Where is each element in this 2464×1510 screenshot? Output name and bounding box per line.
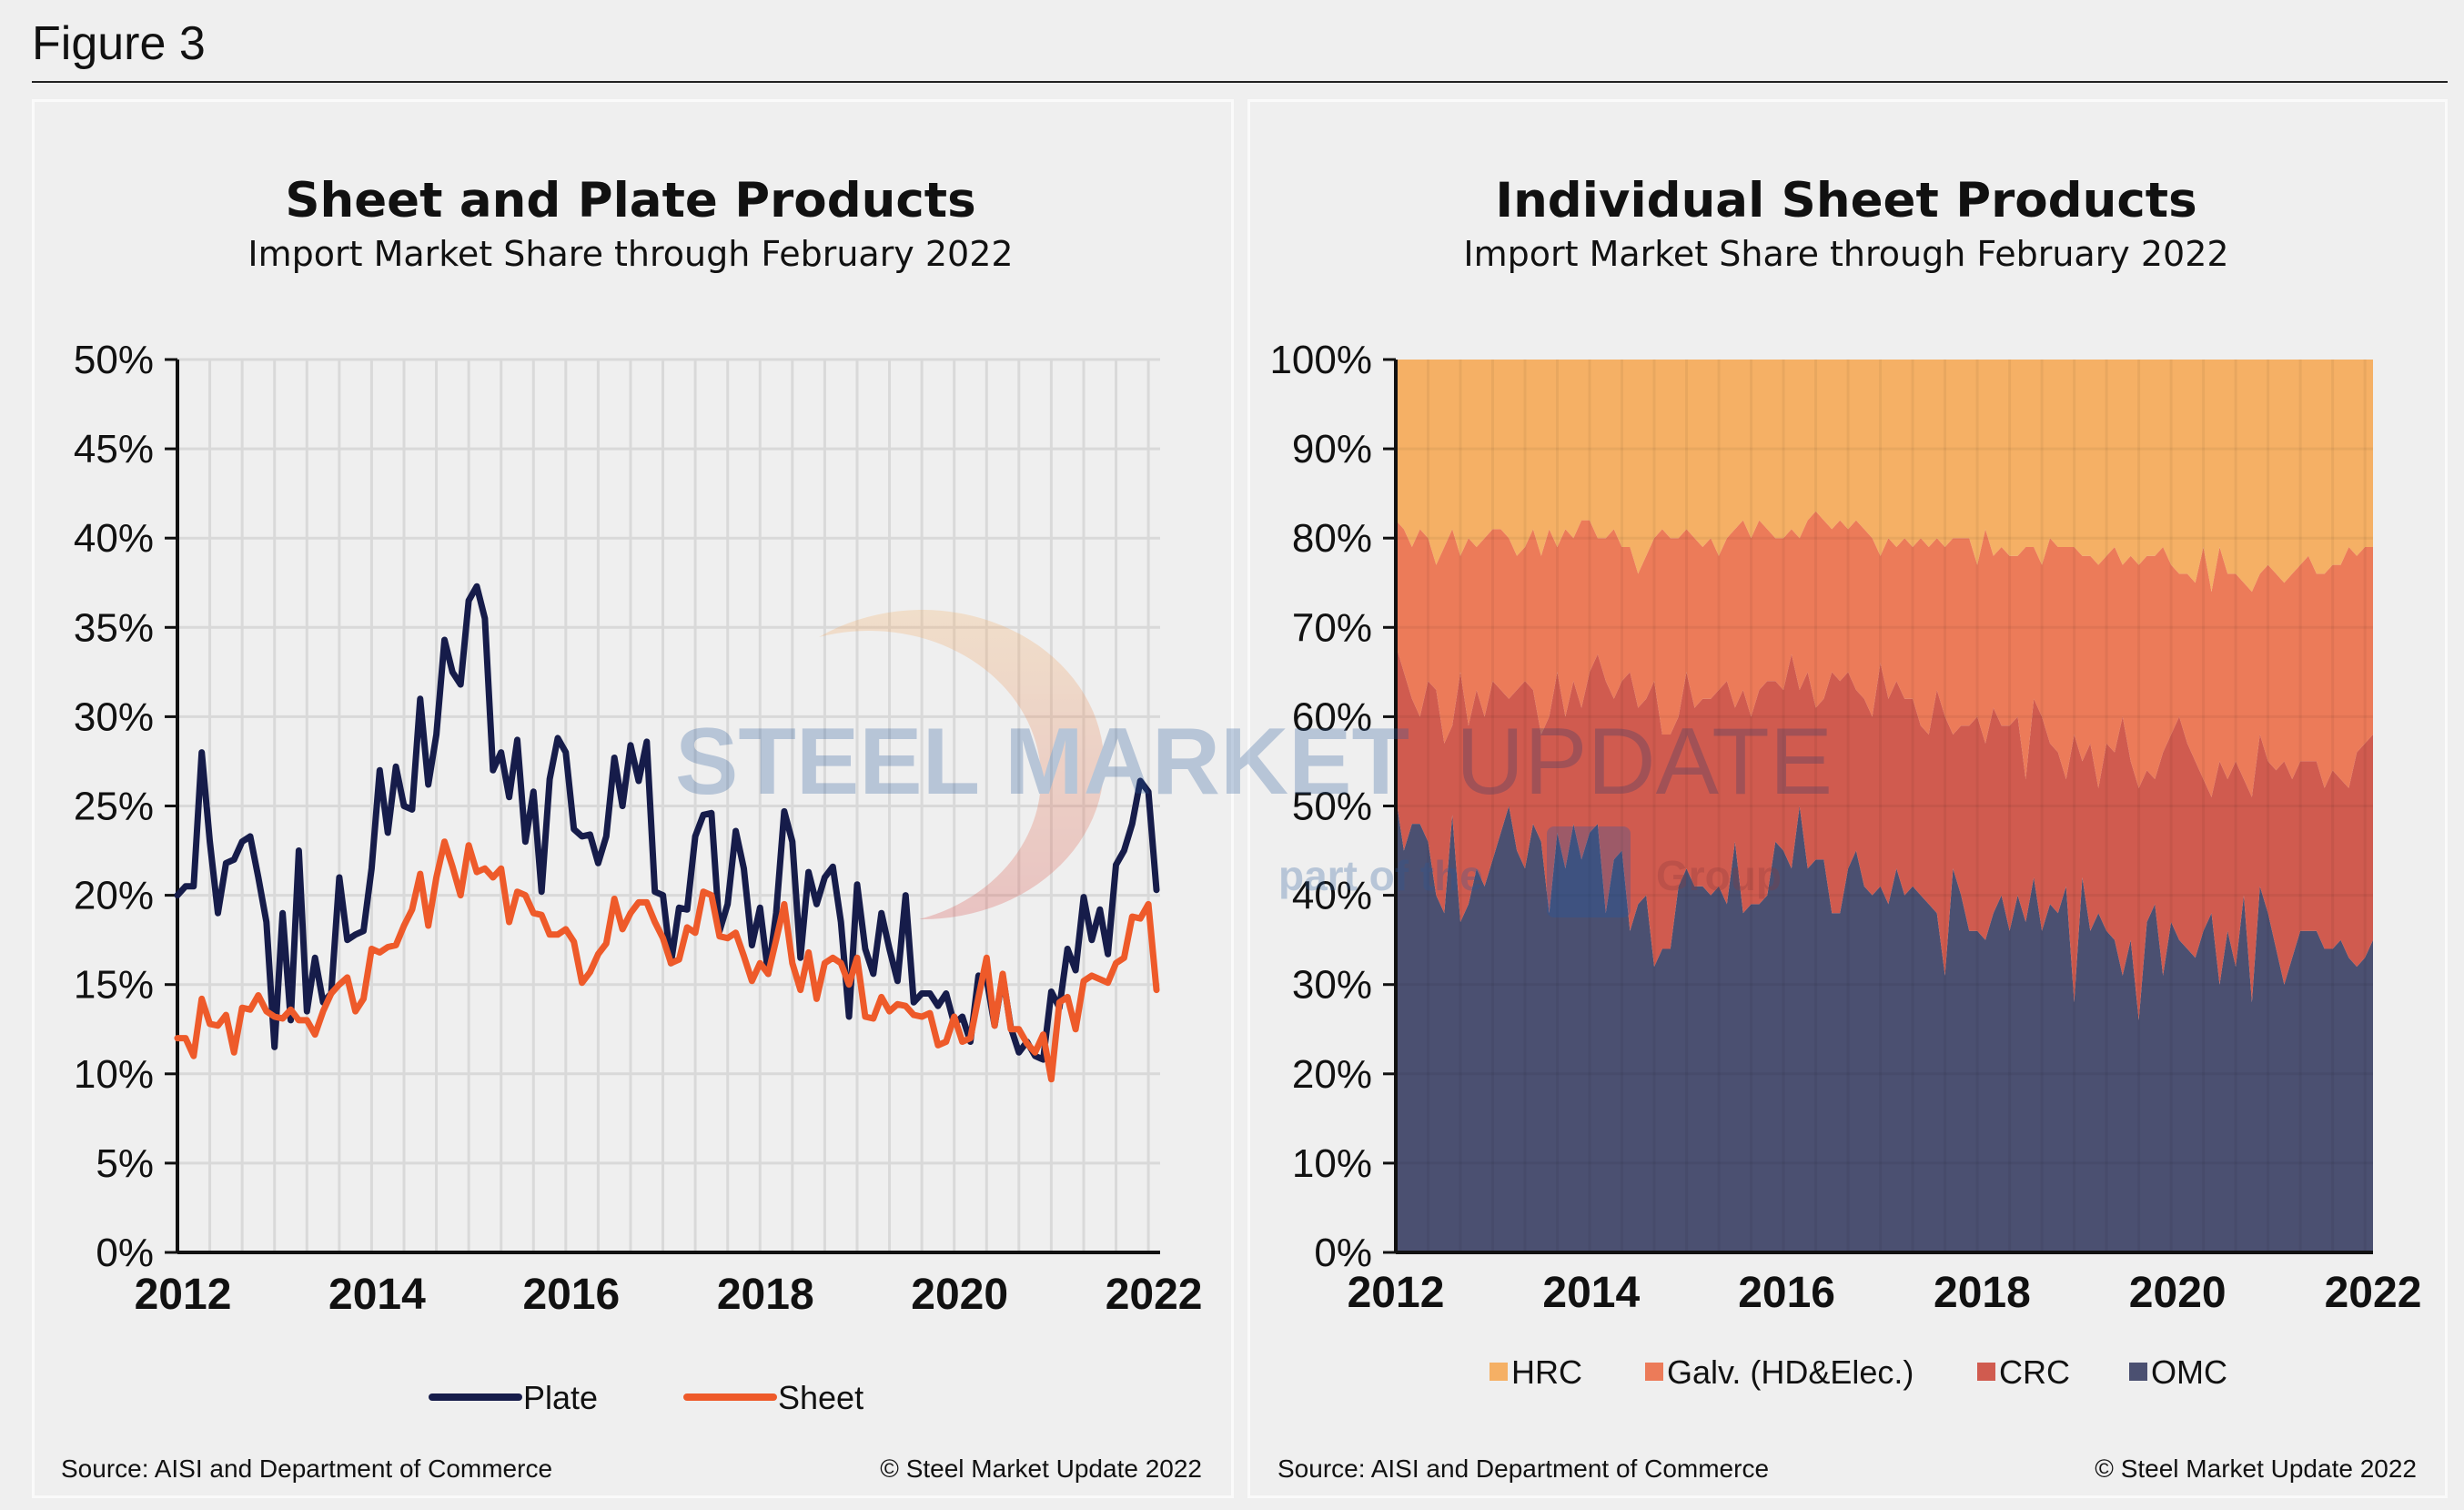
chart-title: Sheet and Plate Products [285,173,975,228]
area-galv-hd-elec- [1396,511,2373,797]
legend-label-omc: OMC [2151,1353,2227,1391]
watermark-subtext-2: Group [1656,852,1782,899]
legend-label-crc: CRC [1999,1353,2070,1391]
x-tick-label: 2022 [2325,1269,2422,1317]
x-tick-label: 2020 [2129,1269,2227,1317]
legend-swatch-hrc [1490,1363,1508,1381]
legend-swatch-omc [2129,1363,2147,1381]
x-tick-label: 2012 [135,1271,232,1319]
y-tick-label: 0% [96,1231,154,1275]
chart-panel-right [1247,99,2448,1498]
copyright-note: © Steel Market Update 2022 [2095,1454,2417,1483]
chart-subtitle: Import Market Share through February 202… [247,234,1013,274]
y-tick-label: 50% [1292,785,1372,829]
y-tick-label: 30% [1292,963,1372,1008]
chart-title: Individual Sheet Products [1495,173,2196,228]
title-divider [32,81,2448,83]
y-tick-label: 20% [74,874,154,918]
x-tick-label: 2014 [328,1271,426,1319]
legend-label-plate: Plate [523,1379,598,1416]
y-tick-label: 0% [1314,1231,1372,1275]
y-tick-label: 35% [74,605,154,650]
y-tick-label: 5% [96,1141,154,1186]
series-line-sheet [174,838,1160,1083]
source-note: Source: AISI and Department of Commerce [1277,1454,1769,1483]
y-tick-label: 15% [74,963,154,1008]
x-tick-label: 2022 [1106,1271,1203,1319]
area-hrc [1396,360,2373,593]
y-tick-label: 60% [1292,694,1372,739]
legend-swatch-crc [1977,1363,1995,1381]
y-tick-label: 30% [74,694,154,739]
watermark-text-light: UPDATE [1456,709,1833,815]
watermark-subtext: part of the [1278,852,1483,899]
y-tick-label: 25% [74,785,154,829]
y-tick-label: 50% [74,338,154,382]
copyright-note: © Steel Market Update 2022 [880,1454,1202,1483]
legend-label-hrc: HRC [1511,1353,1582,1391]
x-tick-label: 2012 [1348,1269,1445,1317]
y-tick-label: 45% [74,427,154,471]
y-tick-label: 40% [74,516,154,561]
y-tick-label: 40% [1292,874,1372,918]
y-tick-label: 90% [1292,427,1372,471]
area-omc [1396,796,2373,1252]
y-tick-label: 20% [1292,1052,1372,1097]
y-tick-label: 10% [74,1052,154,1097]
watermark-text: STEEL MARKET [675,709,1409,815]
y-tick-label: 80% [1292,516,1372,561]
legend-label-sheet: Sheet [778,1379,863,1416]
figure-title: Figure 3 [32,17,206,70]
x-tick-label: 2016 [1738,1269,1835,1317]
x-tick-label: 2014 [1542,1269,1640,1317]
x-tick-label: 2018 [717,1271,814,1319]
legend-swatch-galv-hd-elec- [1645,1363,1663,1381]
y-tick-label: 10% [1292,1141,1372,1186]
x-tick-label: 2018 [1934,1269,2031,1317]
y-tick-label: 100% [1269,338,1372,382]
y-tick-label: 70% [1292,605,1372,650]
source-note: Source: AISI and Department of Commerce [61,1454,552,1483]
area-crc [1396,644,2373,1020]
x-tick-label: 2020 [911,1271,1008,1319]
area-chart-sheet-products: Individual Sheet Products Import Market S… [1269,173,2421,1483]
legend-label-galv-hd-elec-: Galv. (HD&Elec.) [1667,1353,1914,1391]
x-tick-label: 2016 [522,1271,620,1319]
cru-logo [1547,826,1631,917]
watermark-arc [819,610,1105,920]
chart-subtitle: Import Market Share through February 202… [1463,234,2228,274]
chart-panel-left [32,99,1234,1498]
steel-market-update-watermark: STEEL MARKET UPDATE part of the Group [675,610,1833,920]
line-chart-sheet-plate: Sheet and Plate Products Import Market Sh… [61,173,1202,1483]
